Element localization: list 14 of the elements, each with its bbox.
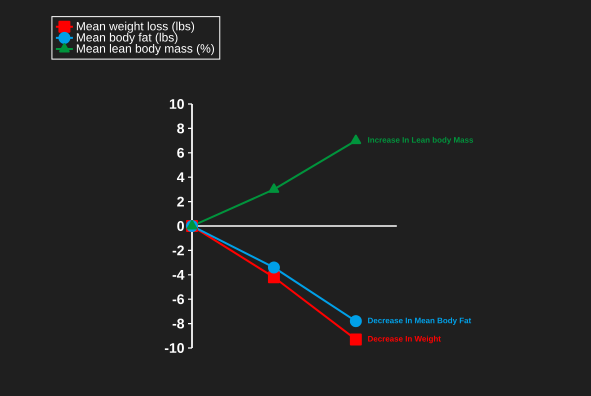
y-tick-label: 4 (176, 172, 184, 182)
y-tick-label: 0 (177, 221, 184, 231)
legend-label: Mean body fat (lbs) (76, 32, 178, 44)
y-tick-label: -10 (164, 343, 184, 353)
y-tick-label: -2 (172, 246, 184, 256)
y-tick-label: -8 (172, 318, 184, 329)
y-tick-label: 8 (177, 123, 184, 134)
legend-label: Mean weight loss (lbs) (76, 22, 194, 33)
y-tick-label: -6 (172, 294, 184, 304)
y-tick-label: -4 (172, 270, 184, 280)
y-tick-label: 2 (177, 196, 184, 206)
y-tick-label: 6 (177, 148, 184, 158)
y-tick-label: 10 (170, 99, 184, 109)
legend-label: Mean lean body mass (%) (76, 44, 214, 56)
